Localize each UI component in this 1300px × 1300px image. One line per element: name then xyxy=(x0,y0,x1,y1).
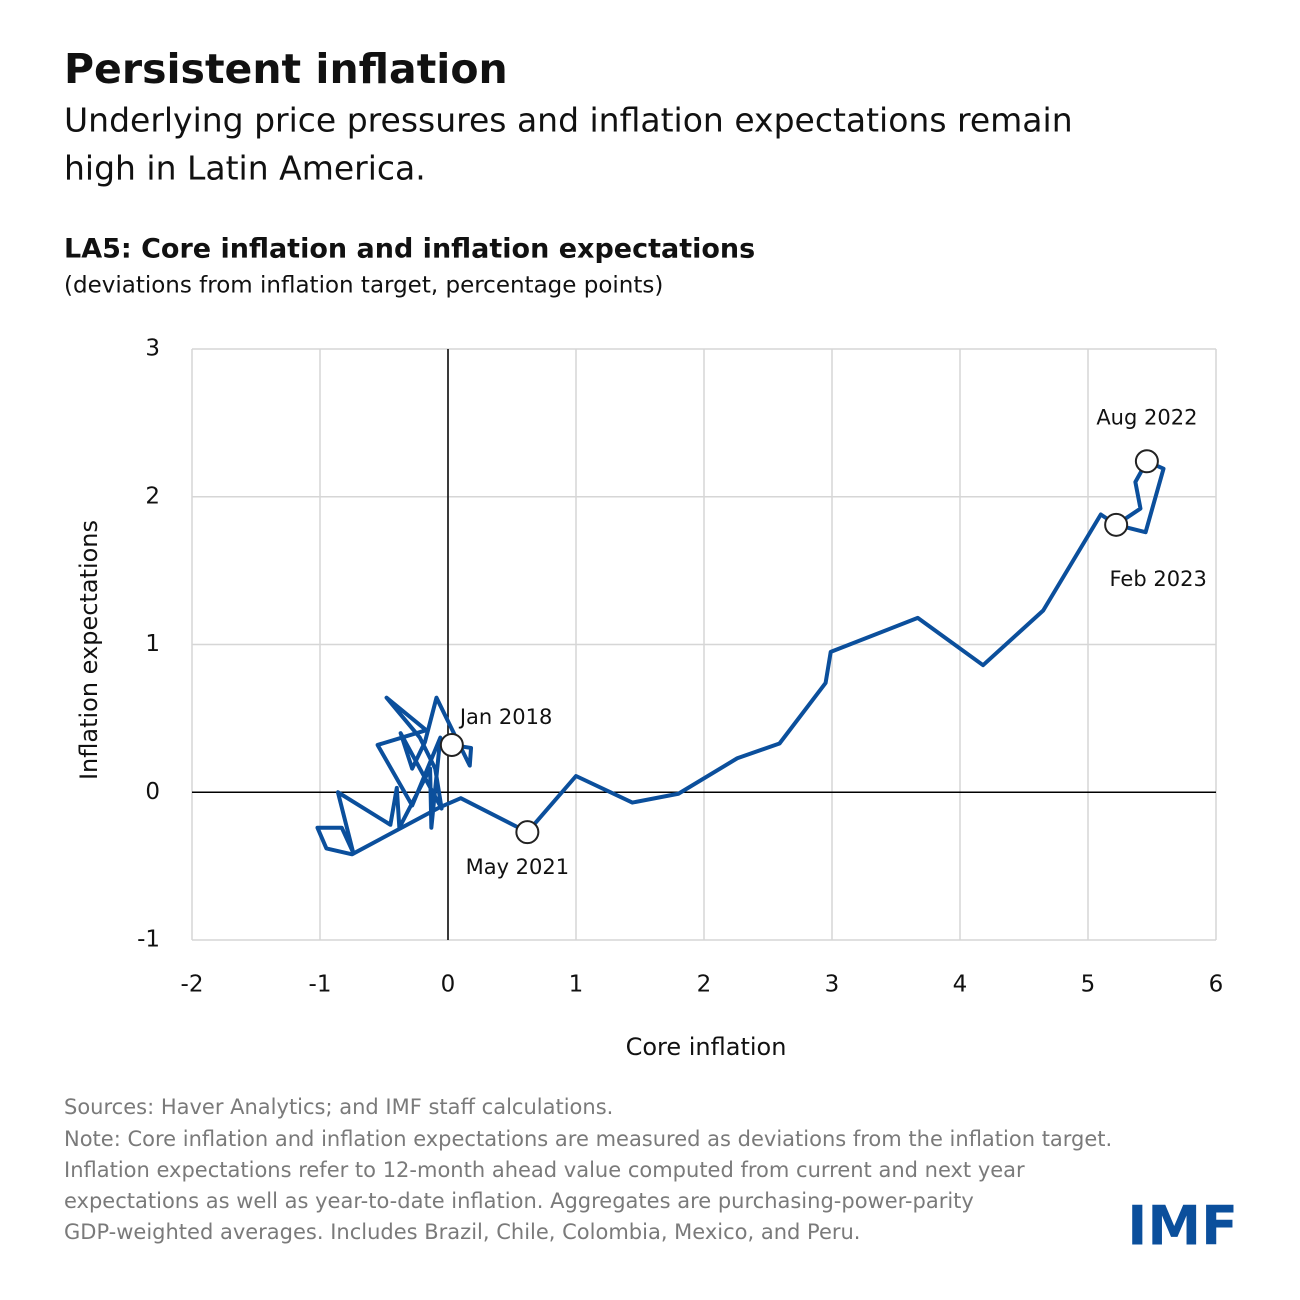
x-tick-label: 4 xyxy=(953,972,968,998)
annotation-marker xyxy=(1134,449,1159,474)
y-tick-label: -1 xyxy=(137,927,160,953)
x-tick-label: 6 xyxy=(1209,972,1224,998)
page-subtitle: Underlying price pressures and inflation… xyxy=(64,101,1073,140)
annotation-label: May 2021 xyxy=(466,855,570,879)
sources: Sources: Haver Analytics; and IMF staff … xyxy=(64,1095,613,1119)
annotation-marker xyxy=(439,732,464,757)
annotation-label: Jan 2018 xyxy=(458,705,552,729)
x-tick-label: 5 xyxy=(1081,972,1096,998)
y-tick-label: 3 xyxy=(145,336,160,362)
x-tick-label: 1 xyxy=(569,972,584,998)
note: expectations as well as year-to-date inf… xyxy=(64,1189,974,1213)
annotation-marker xyxy=(1104,512,1129,537)
y-tick-label: 1 xyxy=(145,631,160,657)
x-tick-label: -2 xyxy=(181,972,204,998)
annotation-label: Feb 2023 xyxy=(1110,567,1207,591)
logo: IMF xyxy=(1127,1195,1238,1258)
x-tick-label: 0 xyxy=(441,972,456,998)
note: GDP-weighted averages. Includes Brazil, … xyxy=(64,1220,860,1244)
y-tick-label: 2 xyxy=(145,483,160,509)
data-line xyxy=(315,459,1166,857)
y-axis-label: Inflation expectations xyxy=(75,520,103,780)
x-axis-label: Core inflation xyxy=(626,1033,787,1061)
note: Note: Core inflation and inflation expec… xyxy=(64,1127,1112,1151)
x-tick-label: -1 xyxy=(309,972,332,998)
x-tick-label: 3 xyxy=(825,972,840,998)
y-tick-label: 0 xyxy=(145,779,160,805)
chart-subtitle: (deviations from inflation target, perce… xyxy=(64,273,663,299)
note: Inflation expectations refer to 12-month… xyxy=(64,1158,1025,1182)
chart-title: LA5: Core inflation and inflation expect… xyxy=(64,234,755,265)
annotation-marker xyxy=(515,820,540,845)
x-tick-label: 2 xyxy=(697,972,712,998)
page-title: Persistent inflation xyxy=(64,45,508,93)
page-subtitle: high in Latin America. xyxy=(64,149,426,188)
annotation-label: Aug 2022 xyxy=(1096,405,1197,429)
